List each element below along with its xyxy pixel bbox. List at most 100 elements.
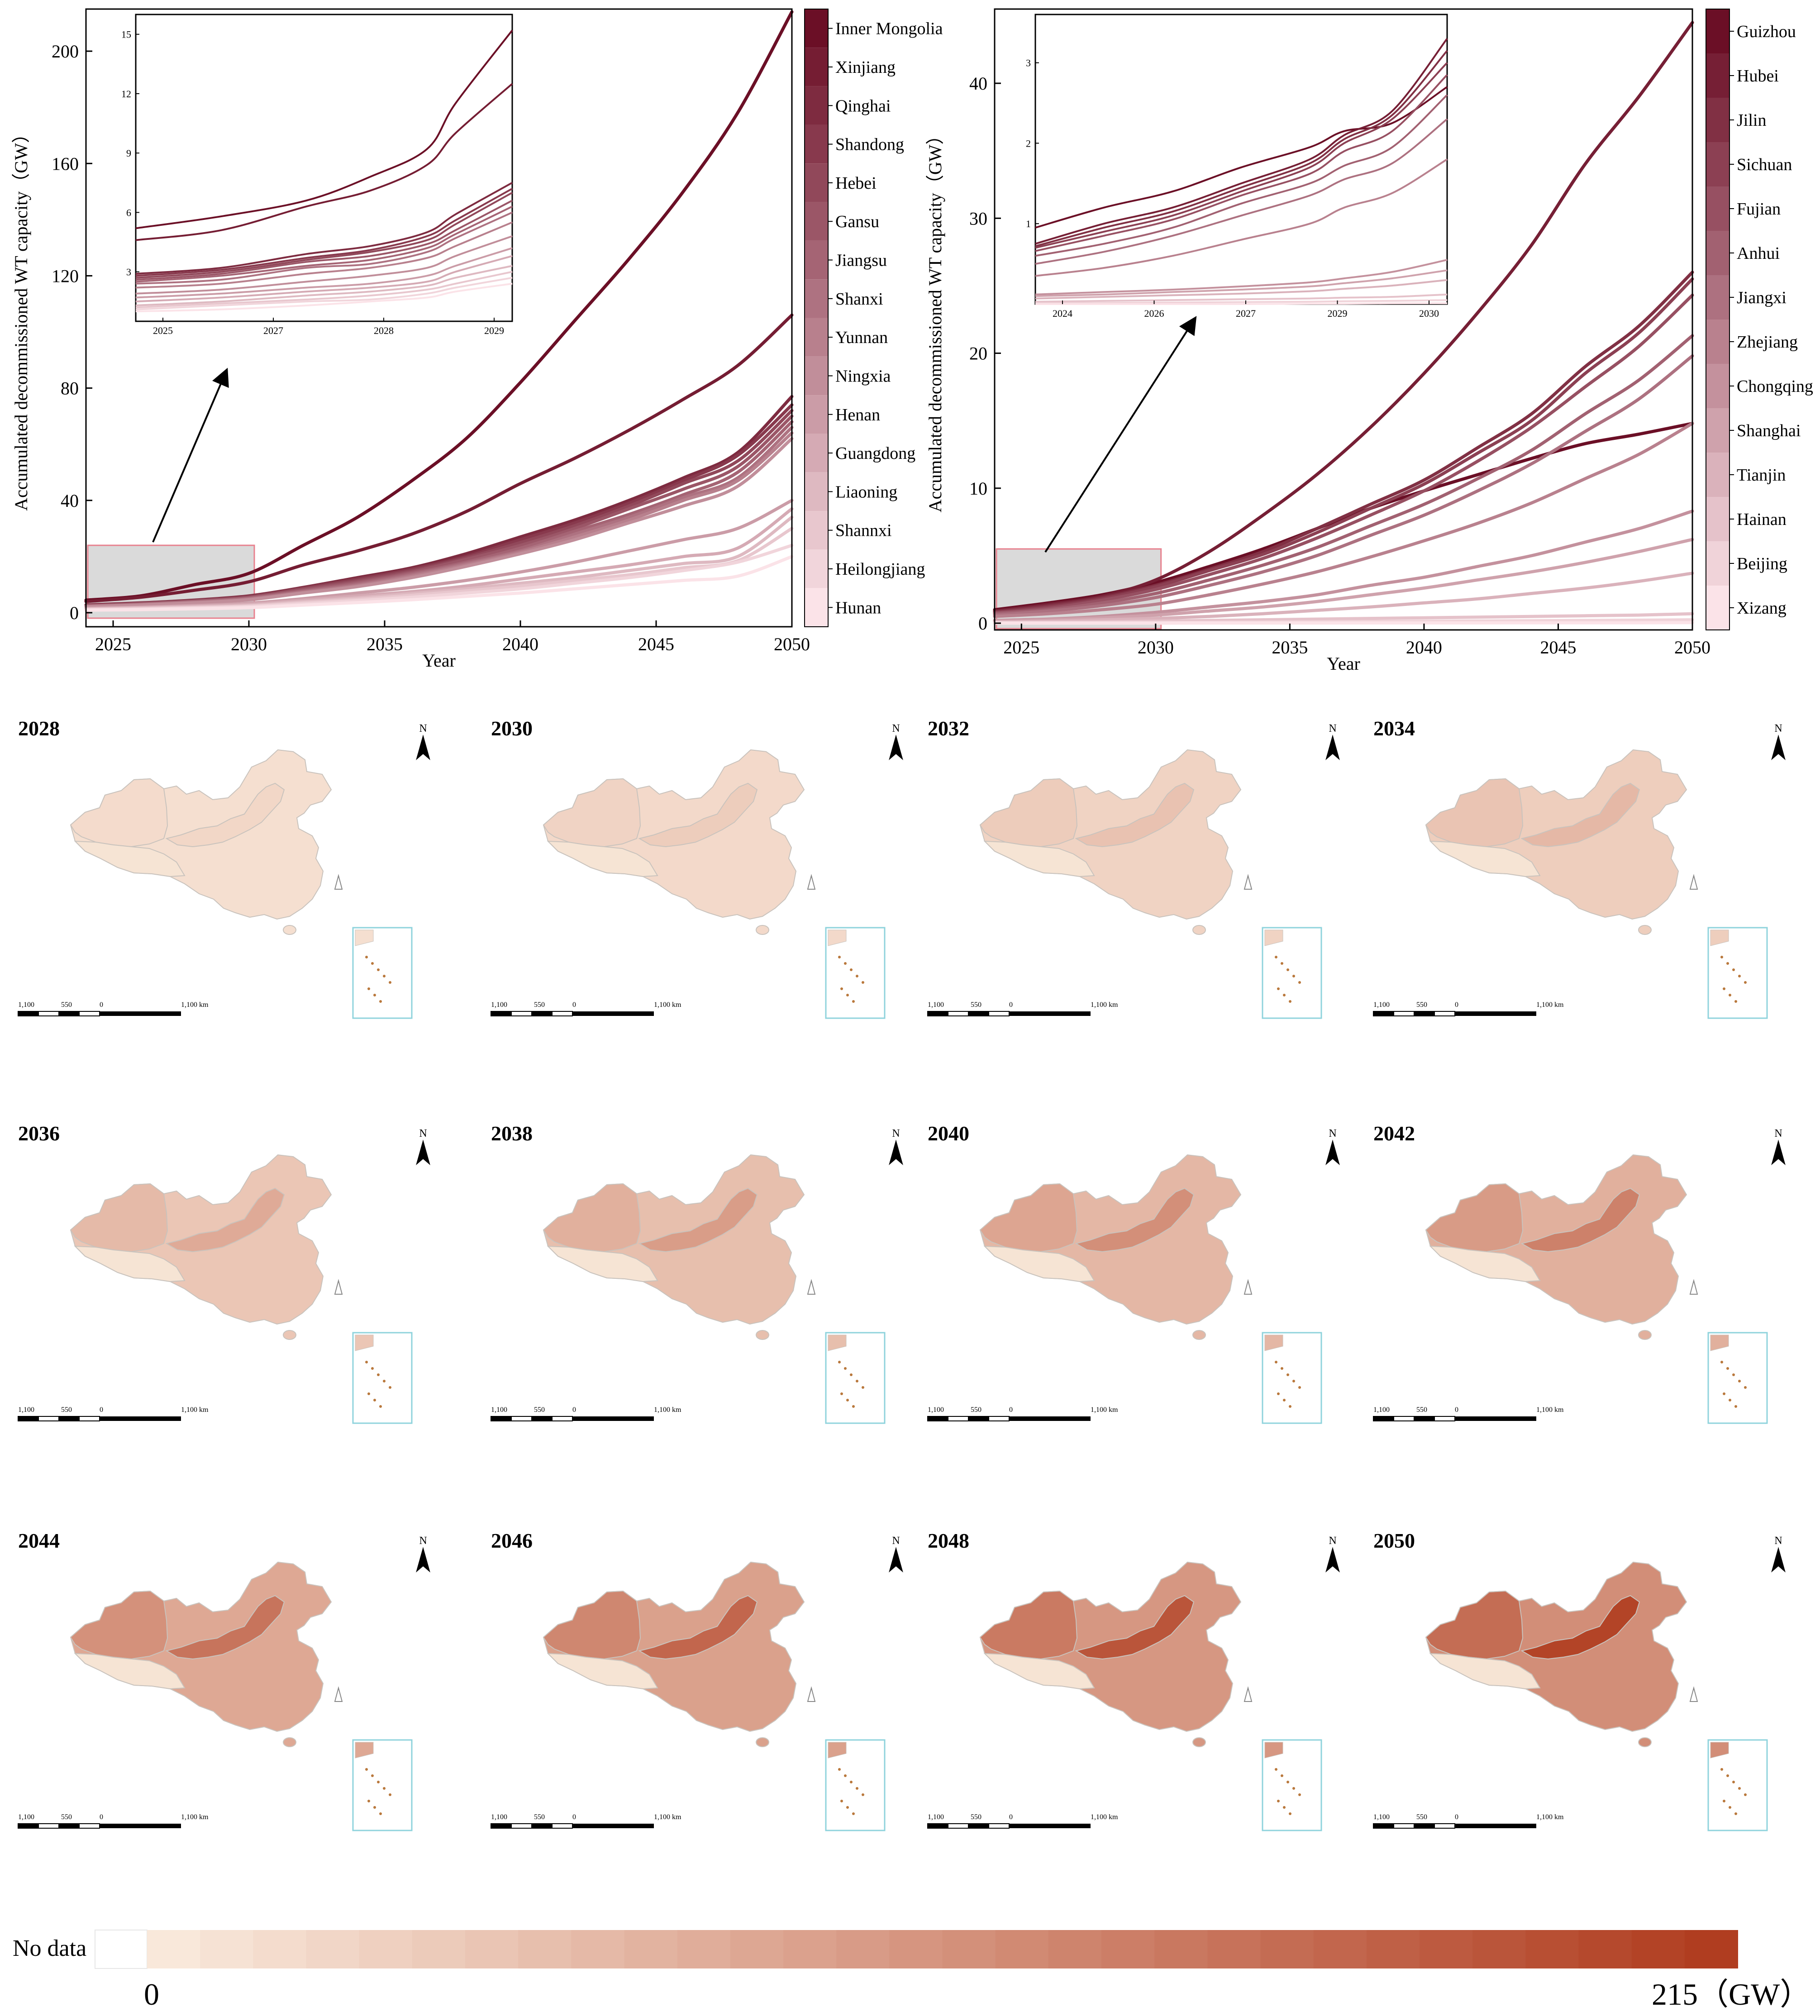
region-hainan xyxy=(1638,925,1652,935)
inset-series-line xyxy=(135,83,513,241)
scale-label: 1,100 km xyxy=(1091,1001,1118,1009)
inset-island xyxy=(1292,1787,1295,1790)
inset-island xyxy=(850,968,853,971)
scale-label: 1,100 km xyxy=(181,1813,209,1821)
region-hainan xyxy=(756,925,769,935)
scale-segment xyxy=(491,1011,512,1016)
series-line-hunan xyxy=(84,555,794,612)
map-panel-2032: 2032 N 1,100 550 0 1,100 km xyxy=(927,717,1340,1019)
legend-label: Henan xyxy=(835,405,880,424)
legend-swatch xyxy=(805,124,828,164)
inset-land xyxy=(1710,929,1729,946)
inset-island xyxy=(850,1781,853,1783)
region-inner-mongolia xyxy=(1520,782,1640,848)
inset-island xyxy=(389,1793,391,1796)
north-label: N xyxy=(892,723,900,734)
inset-y-tick-label: 12 xyxy=(121,88,131,100)
inset-island xyxy=(1720,1768,1723,1771)
region-taiwan xyxy=(807,1279,816,1295)
inset-island xyxy=(1729,1399,1731,1401)
legend-swatch xyxy=(1706,541,1729,586)
scale-segment xyxy=(1414,1416,1435,1421)
zoom-arrow xyxy=(1044,316,1197,553)
map-panel-2044: 2044 N 1,100 550 0 1,100 km xyxy=(18,1529,430,1831)
inset-island xyxy=(383,975,386,977)
inset-series-line xyxy=(135,211,513,285)
inset-island xyxy=(850,1373,853,1376)
china-map xyxy=(543,1561,816,1747)
region-inner-mongolia xyxy=(638,782,758,848)
inset-land xyxy=(355,1334,374,1351)
region-xizang xyxy=(1429,840,1541,877)
inset-series-line xyxy=(1035,86,1448,229)
y-tick-label: 200 xyxy=(52,41,79,62)
region-inner-mongolia xyxy=(1075,782,1195,848)
scale-label: 550 xyxy=(534,1001,545,1009)
region-taiwan xyxy=(1244,1279,1253,1295)
region-inner-mongolia xyxy=(1520,1595,1640,1660)
legend-frame xyxy=(1706,9,1730,630)
scale-segment xyxy=(100,1011,181,1016)
inset-island xyxy=(1277,1800,1280,1802)
y-tick-label: 40 xyxy=(61,491,79,511)
scale-label: 1,100 xyxy=(491,1001,507,1009)
region-inner-mongolia xyxy=(1520,1187,1640,1253)
x-tick-label: 2050 xyxy=(774,634,810,654)
legend-label: Yunnan xyxy=(835,328,888,347)
scale-segment xyxy=(511,1823,532,1829)
scale-segment xyxy=(58,1011,80,1016)
legend-swatch xyxy=(805,318,828,357)
scale-segment xyxy=(1455,1011,1536,1016)
inset-series-line xyxy=(1035,259,1448,295)
scale-segment xyxy=(1009,1011,1091,1016)
inset-island xyxy=(379,1000,382,1003)
series-line-hubei xyxy=(993,21,1694,613)
legend-label: Fujian xyxy=(1737,200,1781,219)
scale-label: 0 xyxy=(1455,1406,1458,1414)
china-map xyxy=(70,1561,343,1747)
region-taiwan xyxy=(1689,1686,1698,1702)
inset-land xyxy=(1264,1742,1283,1759)
inset-island xyxy=(377,968,380,971)
south-china-sea-inset xyxy=(1707,927,1768,1019)
inset-series-line xyxy=(135,182,513,275)
legend-swatch xyxy=(805,549,828,588)
region-xinjiang xyxy=(979,1590,1078,1660)
map-panel-2050: 2050 N 1,100 550 0 1,100 km xyxy=(1373,1529,1786,1831)
legend-swatch xyxy=(805,9,828,48)
inset-island xyxy=(856,975,858,977)
region-xinjiang xyxy=(979,778,1078,848)
scale-label: 0 xyxy=(1009,1001,1013,1009)
region-xinjiang xyxy=(1425,1183,1524,1253)
inset-series-line xyxy=(1035,269,1448,297)
scale-label: 0 xyxy=(1009,1406,1013,1414)
legend-swatch xyxy=(805,588,828,627)
inset-island xyxy=(844,962,847,965)
scale-segment xyxy=(968,1416,989,1421)
north-arrow-icon xyxy=(1325,734,1340,760)
inset-island xyxy=(1289,1000,1291,1003)
region-hainan xyxy=(283,925,296,935)
scale-label: 1,100 xyxy=(491,1813,507,1821)
x-tick-label: 2040 xyxy=(502,634,538,654)
region-inner-mongolia xyxy=(1075,1187,1195,1253)
map-panel-2028: 2028 N 1,100 550 0 1,100 km xyxy=(18,717,430,1019)
scale-segment xyxy=(988,1823,1010,1829)
scale-segment xyxy=(38,1011,59,1016)
map-panel-2046: 2046 N 1,100 550 0 1,100 km xyxy=(491,1529,903,1831)
region-xinjiang xyxy=(543,778,641,848)
inset-y-tick-label: 2 xyxy=(1026,138,1031,149)
inset-series-line xyxy=(135,247,513,299)
inset-island xyxy=(371,1367,374,1370)
legend-label: Zhejiang xyxy=(1737,333,1798,352)
scale-segment xyxy=(572,1824,654,1828)
region-xinjiang xyxy=(70,778,168,848)
y-tick-label: 80 xyxy=(61,378,79,399)
north-label: N xyxy=(419,1535,427,1547)
scale-label: 550 xyxy=(534,1406,545,1414)
map-year-label: 2042 xyxy=(1373,1122,1415,1145)
scale-label: 1,100 km xyxy=(1536,1813,1564,1821)
inset-x-tick-label: 2027 xyxy=(263,325,283,336)
inset-x-tick-label: 2025 xyxy=(153,325,173,336)
inset-series-line xyxy=(135,271,513,309)
